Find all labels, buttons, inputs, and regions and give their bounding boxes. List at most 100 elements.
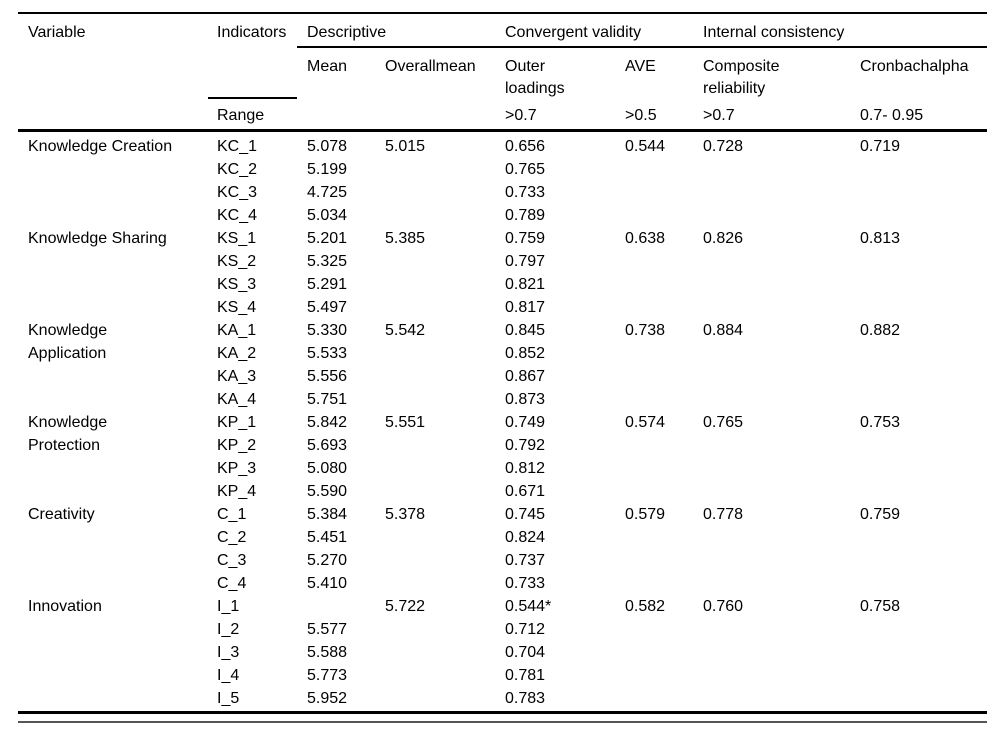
cell-indicator: KC_2 xyxy=(217,161,258,178)
cell-variable xyxy=(28,526,217,549)
cell-ave: 0.544 xyxy=(625,138,666,155)
cell-overall-mean xyxy=(385,618,505,641)
table-bottom-thin-rule xyxy=(18,721,987,723)
cell-composite-reliability xyxy=(703,181,860,204)
cell-outer-loading: 0.873 xyxy=(505,391,546,408)
cell-indicator: C_1 xyxy=(217,506,247,523)
cell-indicator: KA_4 xyxy=(217,391,257,408)
col-header-ave: AVE xyxy=(625,58,656,75)
cell-outer-loading: 0.824 xyxy=(505,529,546,546)
cell-mean: 5.291 xyxy=(307,276,348,293)
cell-indicator: KP_4 xyxy=(217,483,257,500)
cell-mean: 5.588 xyxy=(307,644,348,661)
cell-cronbach-alpha xyxy=(860,250,987,273)
cell-overall-mean xyxy=(385,388,505,411)
cell-overall-mean xyxy=(385,342,505,365)
cell-ave xyxy=(625,273,703,296)
cell-overall-mean xyxy=(385,204,505,227)
cell-composite-reliability xyxy=(703,687,860,710)
table-row: Protection KP_2 5.693 0.792 xyxy=(28,434,987,457)
cell-cronbach-alpha: 0.759 xyxy=(860,506,901,523)
cell-composite-reliability xyxy=(703,549,860,572)
cell-ave xyxy=(625,664,703,687)
cell-composite-reliability xyxy=(703,572,860,595)
cell-outer-loading: 0.783 xyxy=(505,690,546,707)
col-header-indicators: Indicators xyxy=(217,24,287,41)
cell-cronbach-alpha: 0.758 xyxy=(860,598,901,615)
table-row: Knowledge Sharing KS_1 5.201 5.385 0.759 0.63… xyxy=(28,227,987,250)
cell-cronbach-alpha xyxy=(860,572,987,595)
cell-cronbach-alpha: 0.719 xyxy=(860,138,901,155)
cell-variable xyxy=(28,158,217,181)
criteria-composite-reliability: >0.7 xyxy=(703,107,735,124)
cell-indicator: KS_4 xyxy=(217,299,257,316)
cell-cronbach-alpha xyxy=(860,204,987,227)
cell-indicator: C_3 xyxy=(217,552,247,569)
cell-cronbach-alpha xyxy=(860,181,987,204)
cell-ave: 0.638 xyxy=(625,230,666,247)
table-row: C_3 5.270 0.737 xyxy=(28,549,987,572)
table-row: KS_4 5.497 0.817 xyxy=(28,296,987,319)
cell-cronbach-alpha: 0.882 xyxy=(860,322,901,339)
cell-outer-loading: 0.797 xyxy=(505,253,546,270)
cell-indicator: KS_3 xyxy=(217,276,257,293)
cell-cronbach-alpha xyxy=(860,526,987,549)
cell-indicator: KC_1 xyxy=(217,138,258,155)
cell-composite-reliability xyxy=(703,641,860,664)
cell-mean xyxy=(307,595,385,618)
col-header-mean: Mean xyxy=(307,58,348,75)
indicators-underline xyxy=(208,97,297,99)
cell-ave xyxy=(625,687,703,710)
cell-ave xyxy=(625,296,703,319)
cell-indicator: KS_2 xyxy=(217,253,257,270)
cell-variable xyxy=(28,549,217,572)
cell-cronbach-alpha xyxy=(860,296,987,319)
cell-overall-mean xyxy=(385,572,505,595)
cell-mean: 5.842 xyxy=(307,414,348,431)
cell-variable xyxy=(28,572,217,595)
cell-ave xyxy=(625,250,703,273)
table-row: KP_4 5.590 0.671 xyxy=(28,480,987,503)
cell-overall-mean xyxy=(385,664,505,687)
cell-mean: 5.556 xyxy=(307,368,348,385)
cell-variable: Protection xyxy=(28,437,101,454)
cell-mean: 5.330 xyxy=(307,322,348,339)
cell-ave xyxy=(625,342,703,365)
group-header-descriptive: Descriptive xyxy=(307,24,387,41)
cell-composite-reliability: 0.765 xyxy=(703,414,744,431)
cell-ave xyxy=(625,572,703,595)
cell-outer-loading: 0.759 xyxy=(505,230,546,247)
cell-outer-loading: 0.749 xyxy=(505,414,546,431)
cell-variable xyxy=(28,204,217,227)
table-row: Creativity C_1 5.384 5.378 0.745 0.579 0.778 0.… xyxy=(28,503,987,526)
cell-mean: 5.199 xyxy=(307,161,348,178)
cell-outer-loading: 0.817 xyxy=(505,299,546,316)
cell-indicator: KA_3 xyxy=(217,368,257,385)
cell-overall-mean xyxy=(385,250,505,273)
cell-composite-reliability: 0.884 xyxy=(703,322,744,339)
cell-ave xyxy=(625,549,703,572)
table-top-rule xyxy=(18,12,987,14)
cell-composite-reliability xyxy=(703,457,860,480)
cell-composite-reliability xyxy=(703,204,860,227)
cell-overall-mean xyxy=(385,273,505,296)
cell-composite-reliability: 0.760 xyxy=(703,598,744,615)
cell-indicator: KC_3 xyxy=(217,184,258,201)
cell-outer-loading: 0.733 xyxy=(505,184,546,201)
cell-composite-reliability xyxy=(703,296,860,319)
cell-composite-reliability xyxy=(703,388,860,411)
cell-outer-loading: 0.656 xyxy=(505,138,546,155)
cell-cronbach-alpha xyxy=(860,549,987,572)
cell-mean: 5.577 xyxy=(307,621,348,638)
cell-variable: Application xyxy=(28,345,107,362)
criteria-outer-loadings: >0.7 xyxy=(505,107,537,124)
cell-mean: 5.773 xyxy=(307,667,348,684)
cell-variable: Knowledge Creation xyxy=(28,138,173,155)
cell-overall-mean xyxy=(385,549,505,572)
cell-indicator: KA_2 xyxy=(217,345,257,362)
col-header-overallmean: Overallmean xyxy=(385,58,476,75)
cell-outer-loading: 0.867 xyxy=(505,368,546,385)
table-row: KS_2 5.325 0.797 xyxy=(28,250,987,273)
cell-variable xyxy=(28,687,217,710)
header-bottom-rule xyxy=(18,129,987,132)
